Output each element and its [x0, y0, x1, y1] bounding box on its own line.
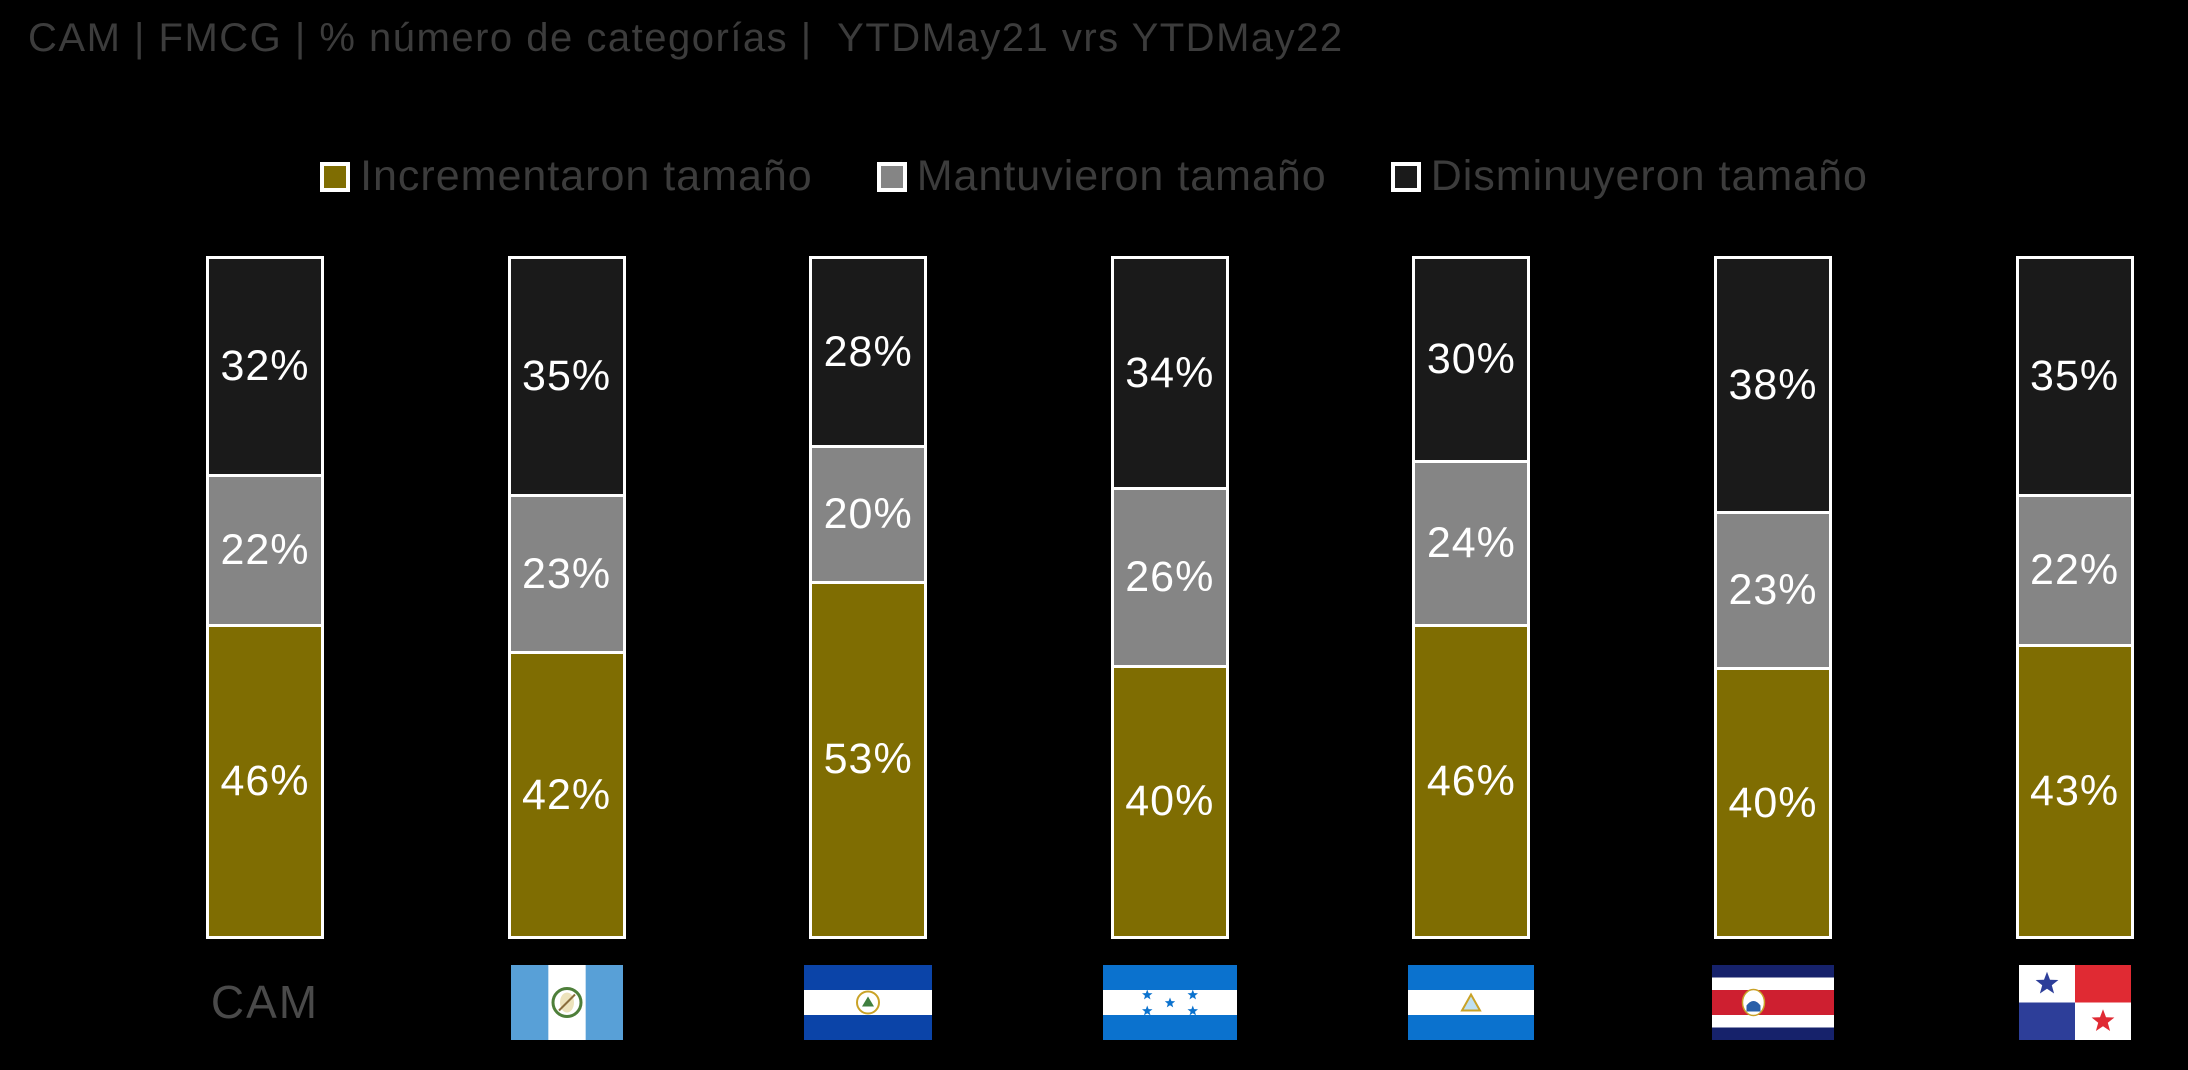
x-axis-label-area	[1622, 957, 1924, 1047]
legend-item-2: Mantuvieron tamaño	[876, 152, 1327, 201]
segment-value-label: 26%	[1125, 552, 1215, 601]
bar-segment: 42%	[510, 651, 623, 936]
bar-segment: 46%	[1415, 624, 1528, 936]
bar-segment: 26%	[1113, 487, 1226, 665]
stacked-bar: 32% 22% 46%	[206, 256, 324, 939]
legend-label: Mantuvieron tamaño	[916, 152, 1327, 200]
bar-segment: 23%	[1717, 511, 1829, 668]
x-axis-label-area	[1320, 957, 1622, 1047]
bar-segment: 40%	[1717, 667, 1829, 936]
legend-label: Disminuyeron tamaño	[1430, 152, 1868, 200]
segment-value-label: 40%	[1728, 778, 1818, 827]
flag-panama-icon	[2018, 964, 2131, 1040]
segment-value-label: 38%	[1728, 360, 1818, 409]
segment-value-label: 43%	[2030, 767, 2120, 816]
segment-value-label: 30%	[1426, 335, 1516, 384]
flag-nicaragua-icon	[1408, 964, 1535, 1040]
bar-segment: 30%	[1415, 259, 1528, 461]
bar-segment: 34%	[1113, 259, 1226, 488]
bar-column-honduras: 34% 26% 40%	[1019, 256, 1321, 1047]
legend: Incrementaron tamaño Mantuvieron tamaño Di…	[0, 152, 2188, 201]
segment-value-label: 46%	[1426, 757, 1516, 806]
bar-column-guatemala: 35% 23% 42%	[416, 256, 718, 1047]
segment-value-label: 24%	[1426, 519, 1516, 568]
x-axis-label-area	[1924, 957, 2188, 1047]
bar-segment: 40%	[1113, 664, 1226, 936]
flag-guatemala-icon	[510, 964, 623, 1040]
flag-el-salvador-icon	[804, 964, 933, 1040]
bar-segment: 20%	[812, 445, 925, 581]
segment-value-label: 35%	[2030, 351, 2120, 400]
bar-segment: 24%	[1415, 460, 1528, 625]
stacked-bar: 35% 22% 43%	[2015, 256, 2134, 939]
segment-value-label: 34%	[1125, 348, 1215, 397]
legend-swatch	[320, 161, 351, 192]
x-axis-label-area	[416, 957, 718, 1047]
bar-segment: 28%	[812, 259, 925, 446]
bar-column-cam: 32% 22% 46% CAM	[114, 256, 416, 1047]
legend-item-3: Disminuyeron tamaño	[1390, 152, 1868, 201]
segment-value-label: 35%	[522, 351, 612, 400]
flag-honduras-icon	[1102, 964, 1237, 1040]
flag-costa-rica-icon	[1712, 964, 1834, 1040]
segment-value-label: 23%	[1728, 566, 1818, 615]
legend-item-1: Incrementaron tamaño	[320, 152, 813, 201]
bar-column-panamá: 35% 22% 43%	[1924, 256, 2188, 1047]
stacked-bar: 38% 23% 40%	[1714, 256, 1832, 939]
legend-label: Incrementaron tamaño	[360, 152, 813, 200]
segment-value-label: 53%	[823, 735, 913, 784]
legend-swatch	[1390, 161, 1421, 192]
stacked-bar: 35% 23% 42%	[507, 256, 626, 939]
segment-value-label: 40%	[1125, 777, 1215, 826]
segment-value-label: 32%	[220, 341, 310, 390]
x-axis-label-area: CAM	[114, 957, 416, 1047]
chart-title: CAM | FMCG | % número de categorías | YT…	[28, 16, 1344, 60]
bar-segment: 22%	[209, 473, 321, 625]
segment-value-label: 20%	[823, 489, 913, 538]
bar-segment: 22%	[2018, 493, 2131, 645]
bar-segment: 46%	[209, 624, 321, 936]
segment-value-label: 42%	[522, 770, 612, 819]
segment-value-label: 22%	[220, 526, 310, 575]
segment-value-label: 28%	[823, 327, 913, 376]
bar-segment: 43%	[2018, 644, 2131, 936]
bar-column-nicaragua: 30% 24% 46%	[1320, 256, 1622, 1047]
x-axis-label-area	[717, 957, 1019, 1047]
segment-value-label: 22%	[2030, 546, 2120, 595]
x-axis-label-area	[1019, 957, 1321, 1047]
stacked-bar: 34% 26% 40%	[1110, 256, 1229, 939]
bar-column-costa-rica: 38% 23% 40%	[1622, 256, 1924, 1047]
bar-segment: 35%	[510, 259, 623, 494]
bar-segment: 23%	[510, 493, 623, 652]
segment-value-label: 46%	[220, 757, 310, 806]
bar-segment: 35%	[2018, 259, 2131, 494]
segment-value-label: 23%	[522, 549, 612, 598]
legend-swatch	[876, 161, 907, 192]
bar-segment: 32%	[209, 259, 321, 474]
bar-column-el-salvador: 28% 20% 53%	[717, 256, 1019, 1047]
stacked-bar: 28% 20% 53%	[809, 256, 928, 939]
bar-segment: 38%	[1717, 259, 1829, 512]
bar-segment: 53%	[812, 580, 925, 936]
x-axis-label-cam: CAM	[210, 976, 320, 1028]
stacked-bar: 30% 24% 46%	[1412, 256, 1531, 939]
